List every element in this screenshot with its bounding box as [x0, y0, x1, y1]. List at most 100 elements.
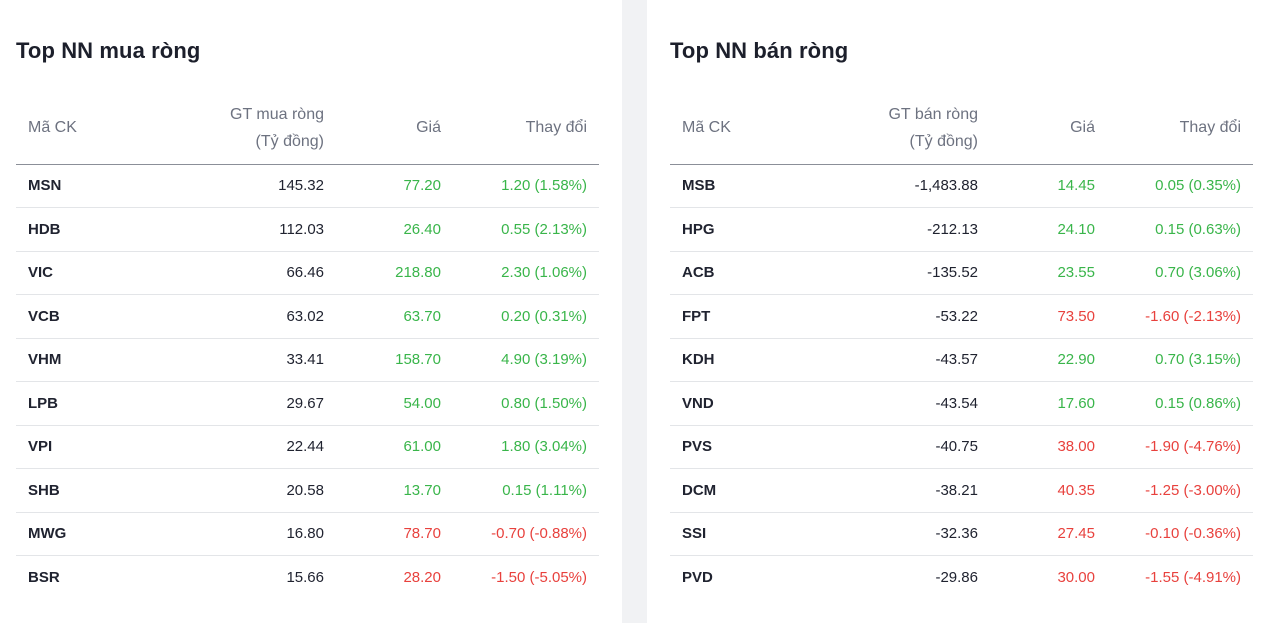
stock-code[interactable]: MSN	[16, 164, 156, 208]
stock-code[interactable]: FPT	[670, 294, 810, 339]
stock-code[interactable]: LPB	[16, 381, 156, 426]
stock-code[interactable]: HDB	[16, 207, 156, 252]
net-value: 66.46	[156, 251, 324, 295]
price-change: 0.05 (0.35%)	[1095, 164, 1253, 208]
table-row[interactable]: MSN 145.32 77.20 1.20 (1.58%)	[16, 164, 599, 208]
top-foreign-net-sell-panel: Top NN bán ròng Mã CK GT bán ròng (Tỷ đồ…	[647, 0, 1280, 623]
column-header-code[interactable]: Mã CK	[670, 92, 810, 165]
net-value: -1,483.88	[810, 164, 978, 208]
table-row[interactable]: ACB -135.52 23.55 0.70 (3.06%)	[670, 251, 1253, 295]
stock-code[interactable]: VIC	[16, 251, 156, 295]
table-row[interactable]: BSR 15.66 28.20 -1.50 (-5.05%)	[16, 556, 599, 600]
net-value: -38.21	[810, 468, 978, 513]
net-value: -32.36	[810, 512, 978, 556]
table-row[interactable]: HPG -212.13 24.10 0.15 (0.63%)	[670, 207, 1253, 252]
stock-code[interactable]: VHM	[16, 338, 156, 382]
price-change: -1.25 (-3.00%)	[1095, 468, 1253, 513]
net-value: 112.03	[156, 207, 324, 252]
column-header-net-buy-value[interactable]: GT mua ròng (Tỷ đồng)	[156, 92, 324, 165]
net-sell-table: Mã CK GT bán ròng (Tỷ đồng) Giá Thay đổi…	[670, 92, 1253, 599]
price: 30.00	[1057, 569, 1095, 586]
stock-code[interactable]: PVS	[670, 425, 810, 469]
price-change: 0.15 (1.11%)	[441, 468, 599, 513]
table-row[interactable]: MWG 16.80 78.70 -0.70 (-0.88%)	[16, 512, 599, 556]
table-row[interactable]: KDH -43.57 22.90 0.70 (3.15%)	[670, 338, 1253, 382]
price: 28.20	[403, 569, 441, 586]
stock-code[interactable]: MSB	[670, 164, 810, 208]
table-header-row: Mã CK GT bán ròng (Tỷ đồng) Giá Thay đổi	[670, 92, 1253, 165]
price-change: -0.70 (-0.88%)	[441, 512, 599, 556]
table-row[interactable]: PVS -40.75 38.00 -1.90 (-4.76%)	[670, 425, 1253, 469]
column-header-net-sell-value[interactable]: GT bán ròng (Tỷ đồng)	[810, 92, 978, 165]
stock-code[interactable]: HPG	[670, 207, 810, 252]
stock-code[interactable]: DCM	[670, 468, 810, 513]
price-change: 0.70 (3.15%)	[1095, 338, 1253, 382]
column-header-code[interactable]: Mã CK	[16, 92, 156, 165]
price: 23.55	[978, 251, 1095, 295]
column-header-change[interactable]: Thay đổi	[1095, 92, 1253, 165]
stock-code[interactable]: SSI	[670, 512, 810, 556]
net-value: -212.13	[810, 207, 978, 252]
table-row[interactable]: VPI 22.44 61.00 1.80 (3.04%)	[16, 425, 599, 469]
column-header-change[interactable]: Thay đổi	[441, 92, 599, 165]
table-row[interactable]: MSB -1,483.88 14.45 0.05 (0.35%)	[670, 164, 1253, 208]
net-value: 22.44	[156, 425, 324, 469]
price-change: -1.60 (-2.13%)	[1095, 294, 1253, 339]
price-change: 4.90 (3.19%)	[441, 338, 599, 382]
price: 38.00	[978, 425, 1095, 469]
stock-code[interactable]: MWG	[16, 512, 156, 556]
price-change: -1.90 (-4.76%)	[1095, 425, 1253, 469]
price-change: 0.80 (1.50%)	[441, 381, 599, 426]
price: 73.50	[978, 294, 1095, 339]
net-value: 145.32	[156, 164, 324, 208]
price: 22.90	[978, 338, 1095, 382]
net-value: -43.54	[810, 381, 978, 426]
price-change: -0.10 (-0.36%)	[1095, 512, 1253, 556]
price: 54.00	[324, 381, 441, 426]
net-value: 16.80	[156, 512, 324, 556]
stock-code[interactable]: BSR	[28, 569, 60, 586]
price-change: 1.20 (1.58%)	[441, 164, 599, 208]
top-foreign-net-buy-panel: Top NN mua ròng Mã CK GT mua ròng (Tỷ đồ…	[0, 0, 622, 623]
stock-code[interactable]: VPI	[16, 425, 156, 469]
panel-title-net-sell: Top NN bán ròng	[670, 38, 849, 63]
net-value: -43.57	[810, 338, 978, 382]
column-header-price[interactable]: Giá	[978, 92, 1095, 165]
stock-code[interactable]: SHB	[16, 468, 156, 513]
price: 77.20	[324, 164, 441, 208]
table-row[interactable]: FPT -53.22 73.50 -1.60 (-2.13%)	[670, 294, 1253, 339]
price-change: -1.50 (-5.05%)	[491, 569, 587, 586]
stock-code[interactable]: KDH	[670, 338, 810, 382]
table-row[interactable]: VIC 66.46 218.80 2.30 (1.06%)	[16, 251, 599, 295]
column-header-value-line1: GT mua ròng	[230, 105, 324, 123]
table-row[interactable]: VHM 33.41 158.70 4.90 (3.19%)	[16, 338, 599, 382]
table-row[interactable]: SHB 20.58 13.70 0.15 (1.11%)	[16, 468, 599, 513]
table-row[interactable]: PVD -29.86 30.00 -1.55 (-4.91%)	[670, 556, 1253, 600]
net-value: 33.41	[156, 338, 324, 382]
table-row[interactable]: DCM -38.21 40.35 -1.25 (-3.00%)	[670, 468, 1253, 513]
stock-code[interactable]: VND	[670, 381, 810, 426]
price: 26.40	[324, 207, 441, 252]
net-value: 20.58	[156, 468, 324, 513]
price: 63.70	[324, 294, 441, 339]
price: 40.35	[978, 468, 1095, 513]
price: 218.80	[324, 251, 441, 295]
table-row[interactable]: VND -43.54 17.60 0.15 (0.86%)	[670, 381, 1253, 426]
stock-code[interactable]: PVD	[682, 569, 713, 586]
table-row[interactable]: LPB 29.67 54.00 0.80 (1.50%)	[16, 381, 599, 426]
table-row[interactable]: HDB 112.03 26.40 0.55 (2.13%)	[16, 207, 599, 252]
stock-code[interactable]: ACB	[670, 251, 810, 295]
price-change: 0.70 (3.06%)	[1095, 251, 1253, 295]
price: 158.70	[324, 338, 441, 382]
price: 78.70	[324, 512, 441, 556]
table-row[interactable]: VCB 63.02 63.70 0.20 (0.31%)	[16, 294, 599, 339]
price: 61.00	[324, 425, 441, 469]
price-change: 1.80 (3.04%)	[441, 425, 599, 469]
stock-code[interactable]: VCB	[16, 294, 156, 339]
price-change: 0.55 (2.13%)	[441, 207, 599, 252]
table-row[interactable]: SSI -32.36 27.45 -0.10 (-0.36%)	[670, 512, 1253, 556]
net-value: -29.86	[935, 569, 978, 586]
column-header-price[interactable]: Giá	[324, 92, 441, 165]
column-header-value-line2: (Tỷ đồng)	[255, 132, 324, 150]
price-change: 0.15 (0.86%)	[1095, 381, 1253, 426]
